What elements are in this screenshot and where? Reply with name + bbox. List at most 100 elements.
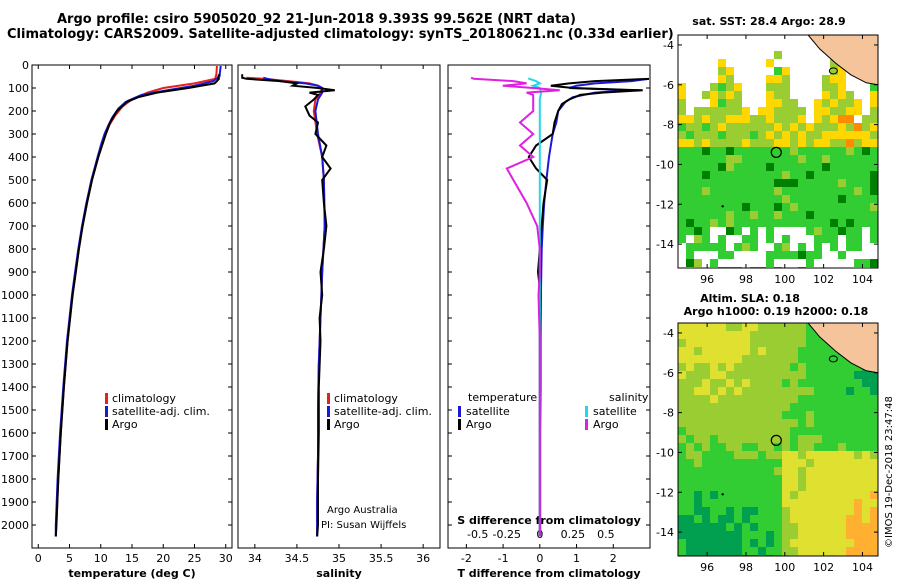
lon-tick-label: 98	[739, 561, 753, 574]
legend-label: satellite	[593, 405, 637, 418]
argo-position-marker	[770, 434, 782, 446]
series-line-climatology	[246, 76, 326, 537]
depth-tick-label: 1900	[1, 496, 29, 509]
series-line-climatology	[54, 66, 218, 537]
x-tick-label: 20	[156, 552, 170, 565]
depth-tick-label: 2000	[1, 519, 29, 532]
sst-map-panel: sat. SST: 28.4 Argo: 28.9 -4 -6 -8 -10 -12 -14…	[656, 15, 879, 286]
x-tick-label: 0	[35, 552, 42, 565]
depth-tick-label: 800	[8, 243, 29, 256]
lat-tick-label: -6	[663, 79, 674, 92]
depth-tick-label: 300	[8, 128, 29, 141]
x-tick-label: 36	[416, 552, 430, 565]
lat-tick-label: -4	[663, 39, 674, 52]
argo-position-marker	[770, 146, 782, 158]
imos-credit: ©IMOS 19-Dec-2018 23:47:48	[884, 396, 895, 548]
depth-tick-label: 0	[22, 59, 29, 72]
sla-map-title: Altim. SLA: 0.18	[700, 292, 800, 305]
legend-title-salinity: salinity	[609, 391, 649, 404]
legend-label: Argo	[593, 418, 619, 431]
legend-label: satellite-adj. clim.	[112, 405, 210, 418]
legend-title-temperature: temperature	[468, 391, 537, 404]
lat-tick-label: -12	[656, 198, 674, 211]
series-line-satellite-adj-clim-	[263, 76, 326, 537]
depth-tick-label: 1300	[1, 358, 29, 371]
sst-map-title: sat. SST: 28.4 Argo: 28.9	[692, 15, 845, 28]
x-tick-label: 10	[94, 552, 108, 565]
x-tick-label: -2	[461, 552, 472, 565]
p-sal-frame	[237, 64, 441, 549]
depth-tick-label: 1700	[1, 450, 29, 463]
series-line-s-argo	[470, 76, 560, 537]
depth-tick-label: 900	[8, 266, 29, 279]
legend-swatch	[327, 419, 330, 430]
series-line-t-satellite	[539, 77, 649, 537]
island	[828, 355, 838, 363]
temperature-panel: 0100200300400500600700800900100011001200…	[1, 59, 233, 580]
legend-swatch	[327, 393, 330, 404]
sla-map-subtitle: Argo h1000: 0.19 h2000: 0.18	[684, 305, 869, 318]
s-axis-tick-label: 0.5	[597, 528, 615, 541]
legend-swatch	[458, 406, 461, 417]
difference-panel: -2 -1 0 1 2-0.5 -0.25 0 0.25 0.5S difference fro…	[447, 64, 651, 580]
depth-tick-label: 1500	[1, 404, 29, 417]
x-tick-label: 30	[219, 552, 233, 565]
x-tick-label: 35.5	[369, 552, 394, 565]
depth-tick-label: 600	[8, 197, 29, 210]
x-tick-label: 5	[66, 552, 73, 565]
lon-tick-label: 96	[700, 561, 714, 574]
series-line-satellite-adj-clim-	[54, 66, 222, 537]
lon-tick-label: 102	[813, 561, 834, 574]
legend-swatch	[327, 406, 330, 417]
pi-note: PI: Susan Wijffels	[321, 520, 407, 531]
p-sla-frame	[677, 322, 879, 557]
x-tick-label: 2	[610, 552, 617, 565]
lon-tick-label: 104	[852, 273, 873, 286]
legend-swatch	[585, 419, 588, 430]
lat-tick-label: -12	[656, 486, 674, 499]
depth-tick-label: 200	[8, 105, 29, 118]
lon-tick-label: 102	[813, 273, 834, 286]
legend-swatch	[105, 406, 108, 417]
x-axis-label: T difference from climatology	[457, 567, 640, 580]
profile-title: Argo profile: csiro 5905020_92 21-Jun-20…	[57, 12, 576, 27]
depth-tick-label: 1600	[1, 427, 29, 440]
lon-tick-label: 98	[739, 273, 753, 286]
x-tick-label: 35	[332, 552, 346, 565]
climatology-subtitle: Climatology: CARS2009. Satellite-adjuste…	[7, 27, 674, 42]
depth-tick-label: 1200	[1, 335, 29, 348]
legend-label: Argo	[112, 418, 138, 431]
lat-tick-label: -8	[663, 119, 674, 132]
p-sst-grid	[678, 35, 878, 268]
legend-label: Argo	[334, 418, 360, 431]
legend-swatch	[585, 406, 588, 417]
x-axis-label: salinity	[316, 567, 362, 580]
lat-tick-label: -4	[663, 327, 674, 340]
island	[721, 205, 724, 208]
x-tick-label: 1	[573, 552, 580, 565]
legend-label: climatology	[334, 392, 398, 405]
depth-tick-label: 1100	[1, 312, 29, 325]
salinity-panel: 34 34.5 35 35.5 36 salinity climatologysatelli…	[237, 64, 441, 580]
p-sla-grid	[678, 323, 878, 556]
x-tick-label: 25	[188, 552, 202, 565]
lat-tick-label: -10	[656, 158, 674, 171]
lon-tick-label: 104	[852, 561, 873, 574]
depth-tick-label: 100	[8, 82, 29, 95]
land-mass	[807, 35, 878, 86]
series-line-argo	[241, 74, 335, 537]
lon-tick-label: 100	[774, 273, 795, 286]
depth-tick-label: 1800	[1, 473, 29, 486]
series-line-argo	[54, 73, 221, 537]
lat-tick-label: -6	[663, 367, 674, 380]
lat-tick-label: -14	[656, 526, 674, 539]
legend-label: Argo	[466, 418, 492, 431]
depth-tick-label: 700	[8, 220, 29, 233]
land-mass	[807, 323, 878, 374]
s-axis-label: S difference from climatology	[457, 514, 641, 527]
island	[828, 67, 838, 75]
x-tick-label: 15	[125, 552, 139, 565]
x-tick-label: -1	[498, 552, 509, 565]
